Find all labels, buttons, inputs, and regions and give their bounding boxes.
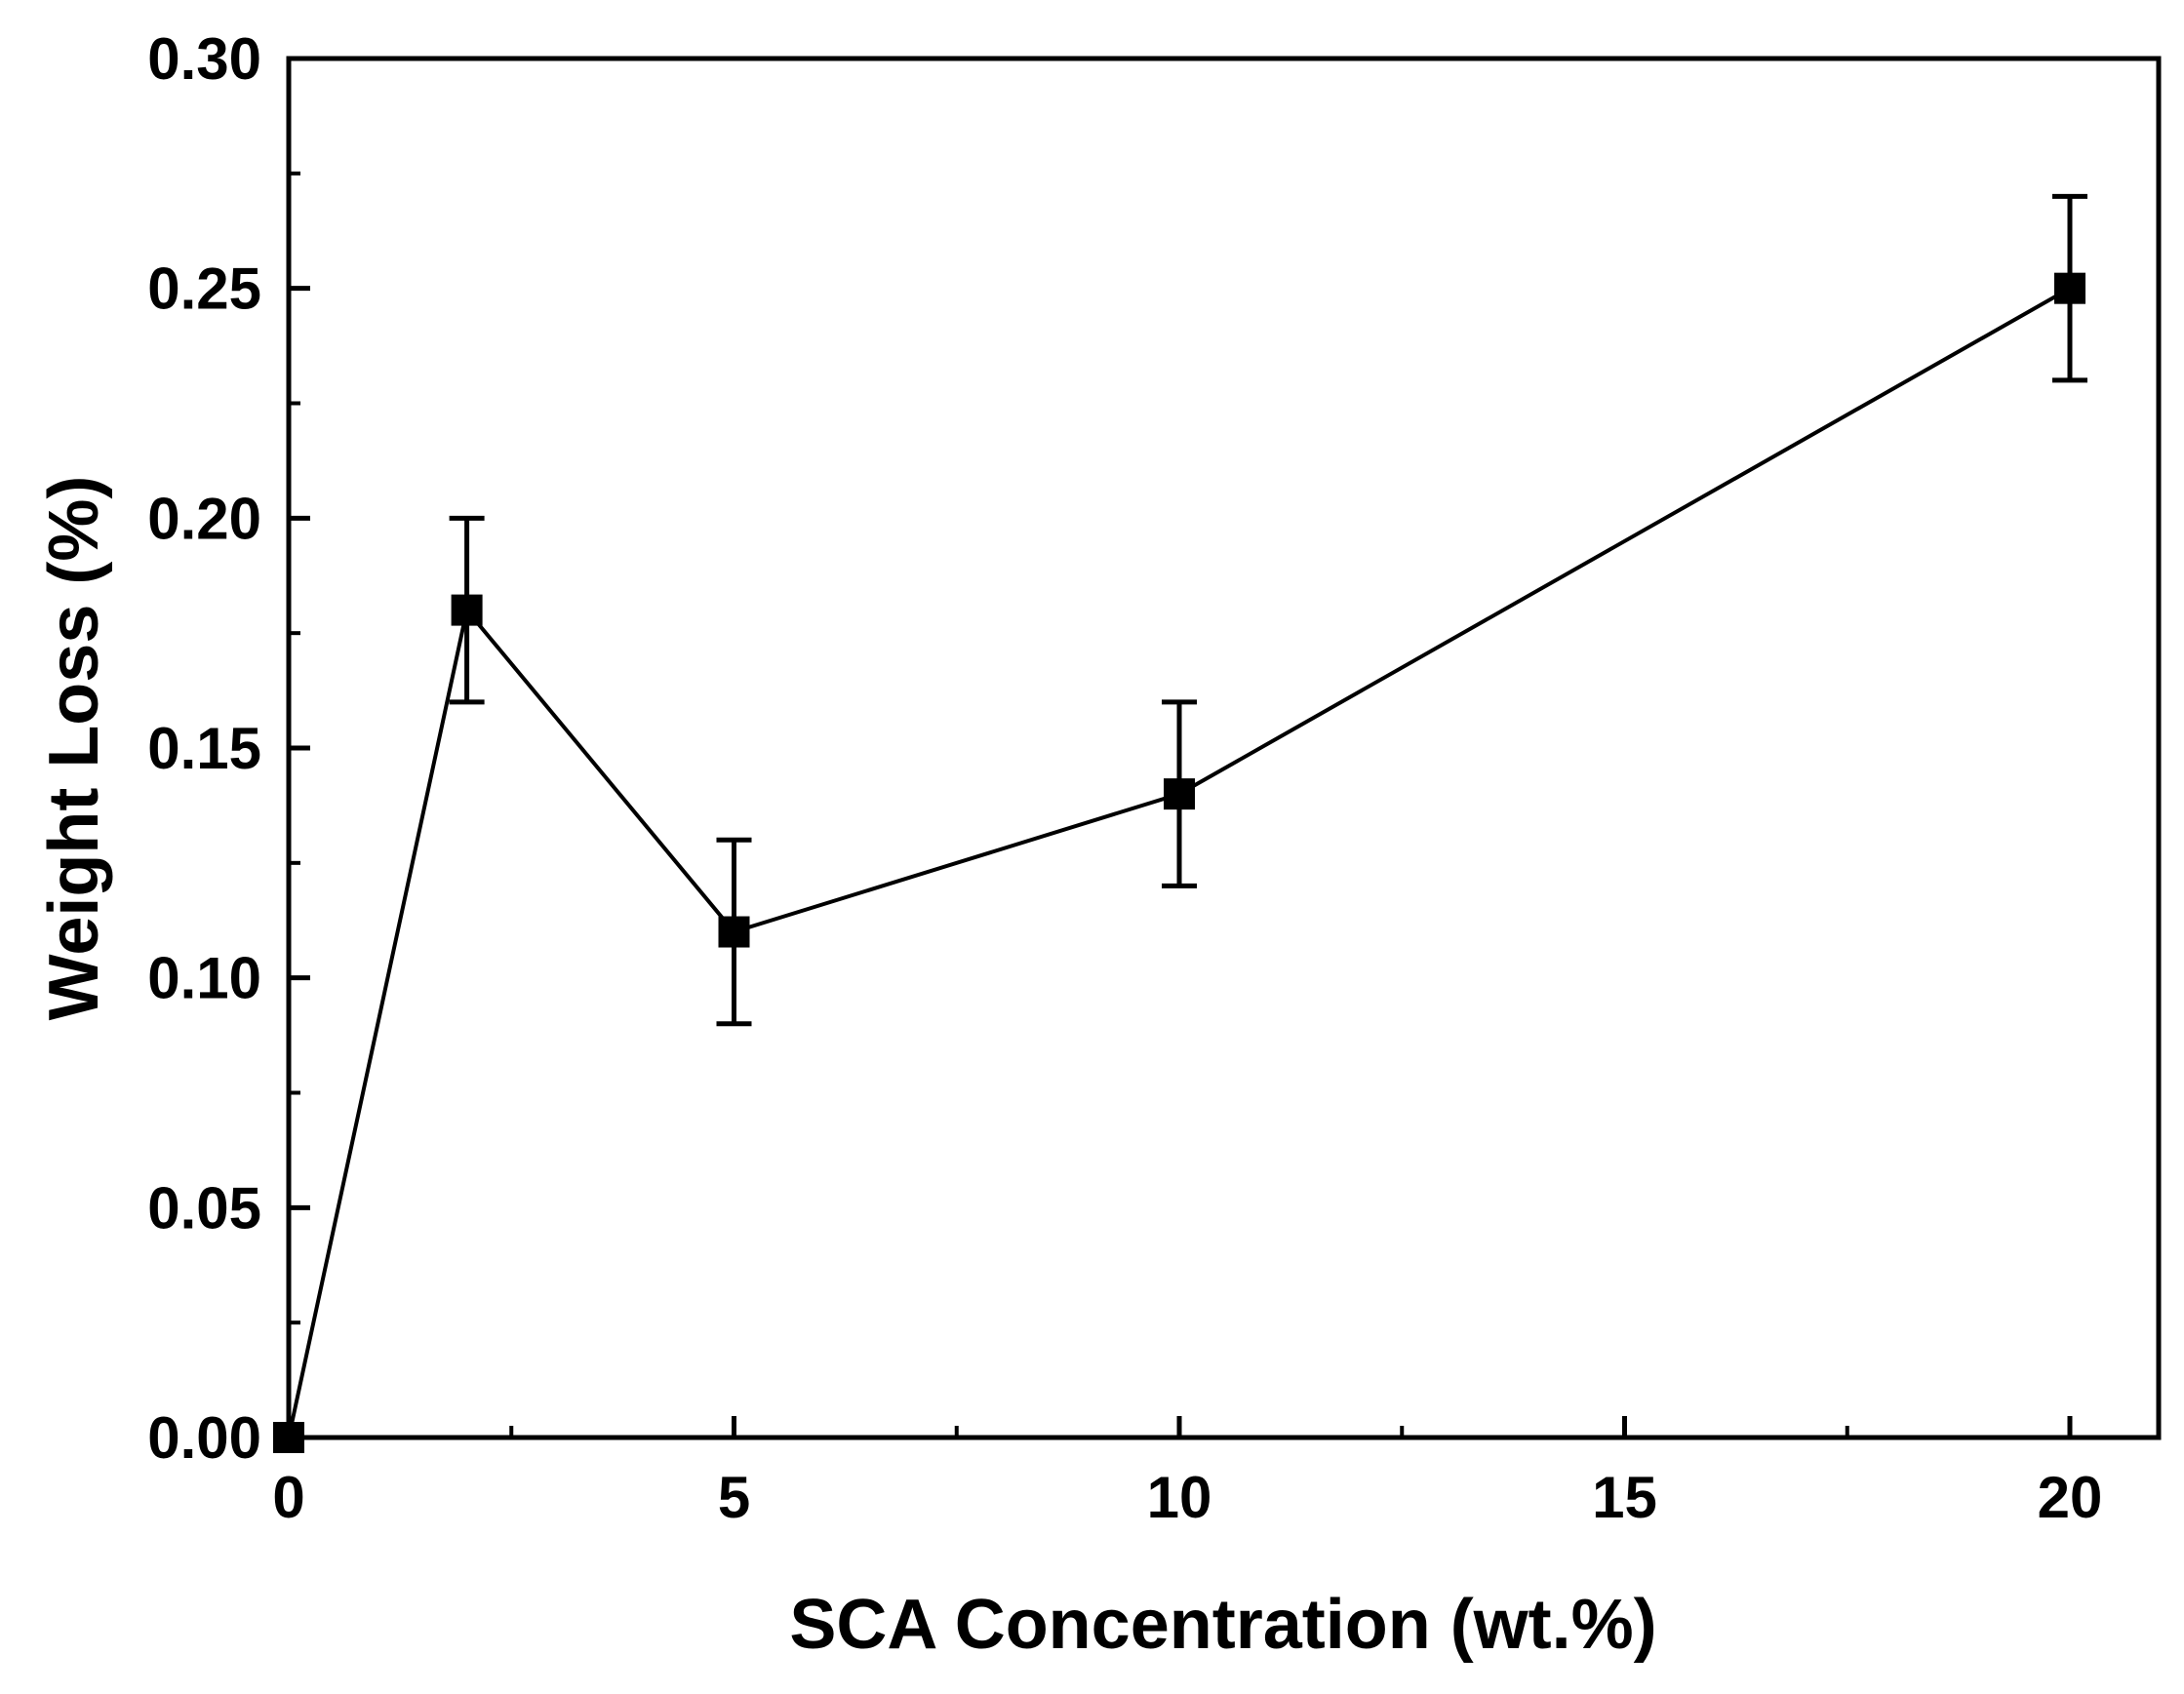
y-tick-label: 0.15 xyxy=(147,716,261,781)
y-tick-label: 0.25 xyxy=(147,256,261,322)
x-tick-label: 10 xyxy=(1147,1465,1212,1530)
y-tick-label: 0.10 xyxy=(147,946,261,1011)
x-tick-label: 20 xyxy=(2038,1465,2103,1530)
y-tick-label: 0.20 xyxy=(147,486,261,551)
series-layer xyxy=(273,193,2087,1453)
y-tick-label: 0.30 xyxy=(147,26,261,92)
data-point-marker xyxy=(451,594,483,626)
y-axis-ticks: 0.00 0.05 0.10 0.15 0.20 0.25 0.30 xyxy=(147,26,310,1471)
y-axis-title: Weight Loss (%) xyxy=(35,476,113,1021)
data-point-marker xyxy=(273,1422,304,1453)
x-tick-label: 15 xyxy=(1592,1465,1657,1530)
y-tick-label: 0.00 xyxy=(147,1405,261,1471)
x-axis-title: SCA Concentration (wt.%) xyxy=(789,1586,1656,1664)
data-point-marker xyxy=(718,916,750,948)
plot-frame xyxy=(286,56,2162,1440)
x-tick-label: 5 xyxy=(718,1465,750,1530)
x-axis-ticks: 0 5 10 15 20 xyxy=(272,1416,2102,1530)
y-tick-label: 0.05 xyxy=(147,1175,261,1241)
x-tick-label: 0 xyxy=(272,1465,304,1530)
data-point-marker xyxy=(1164,778,1195,810)
data-point-marker xyxy=(2054,272,2085,304)
